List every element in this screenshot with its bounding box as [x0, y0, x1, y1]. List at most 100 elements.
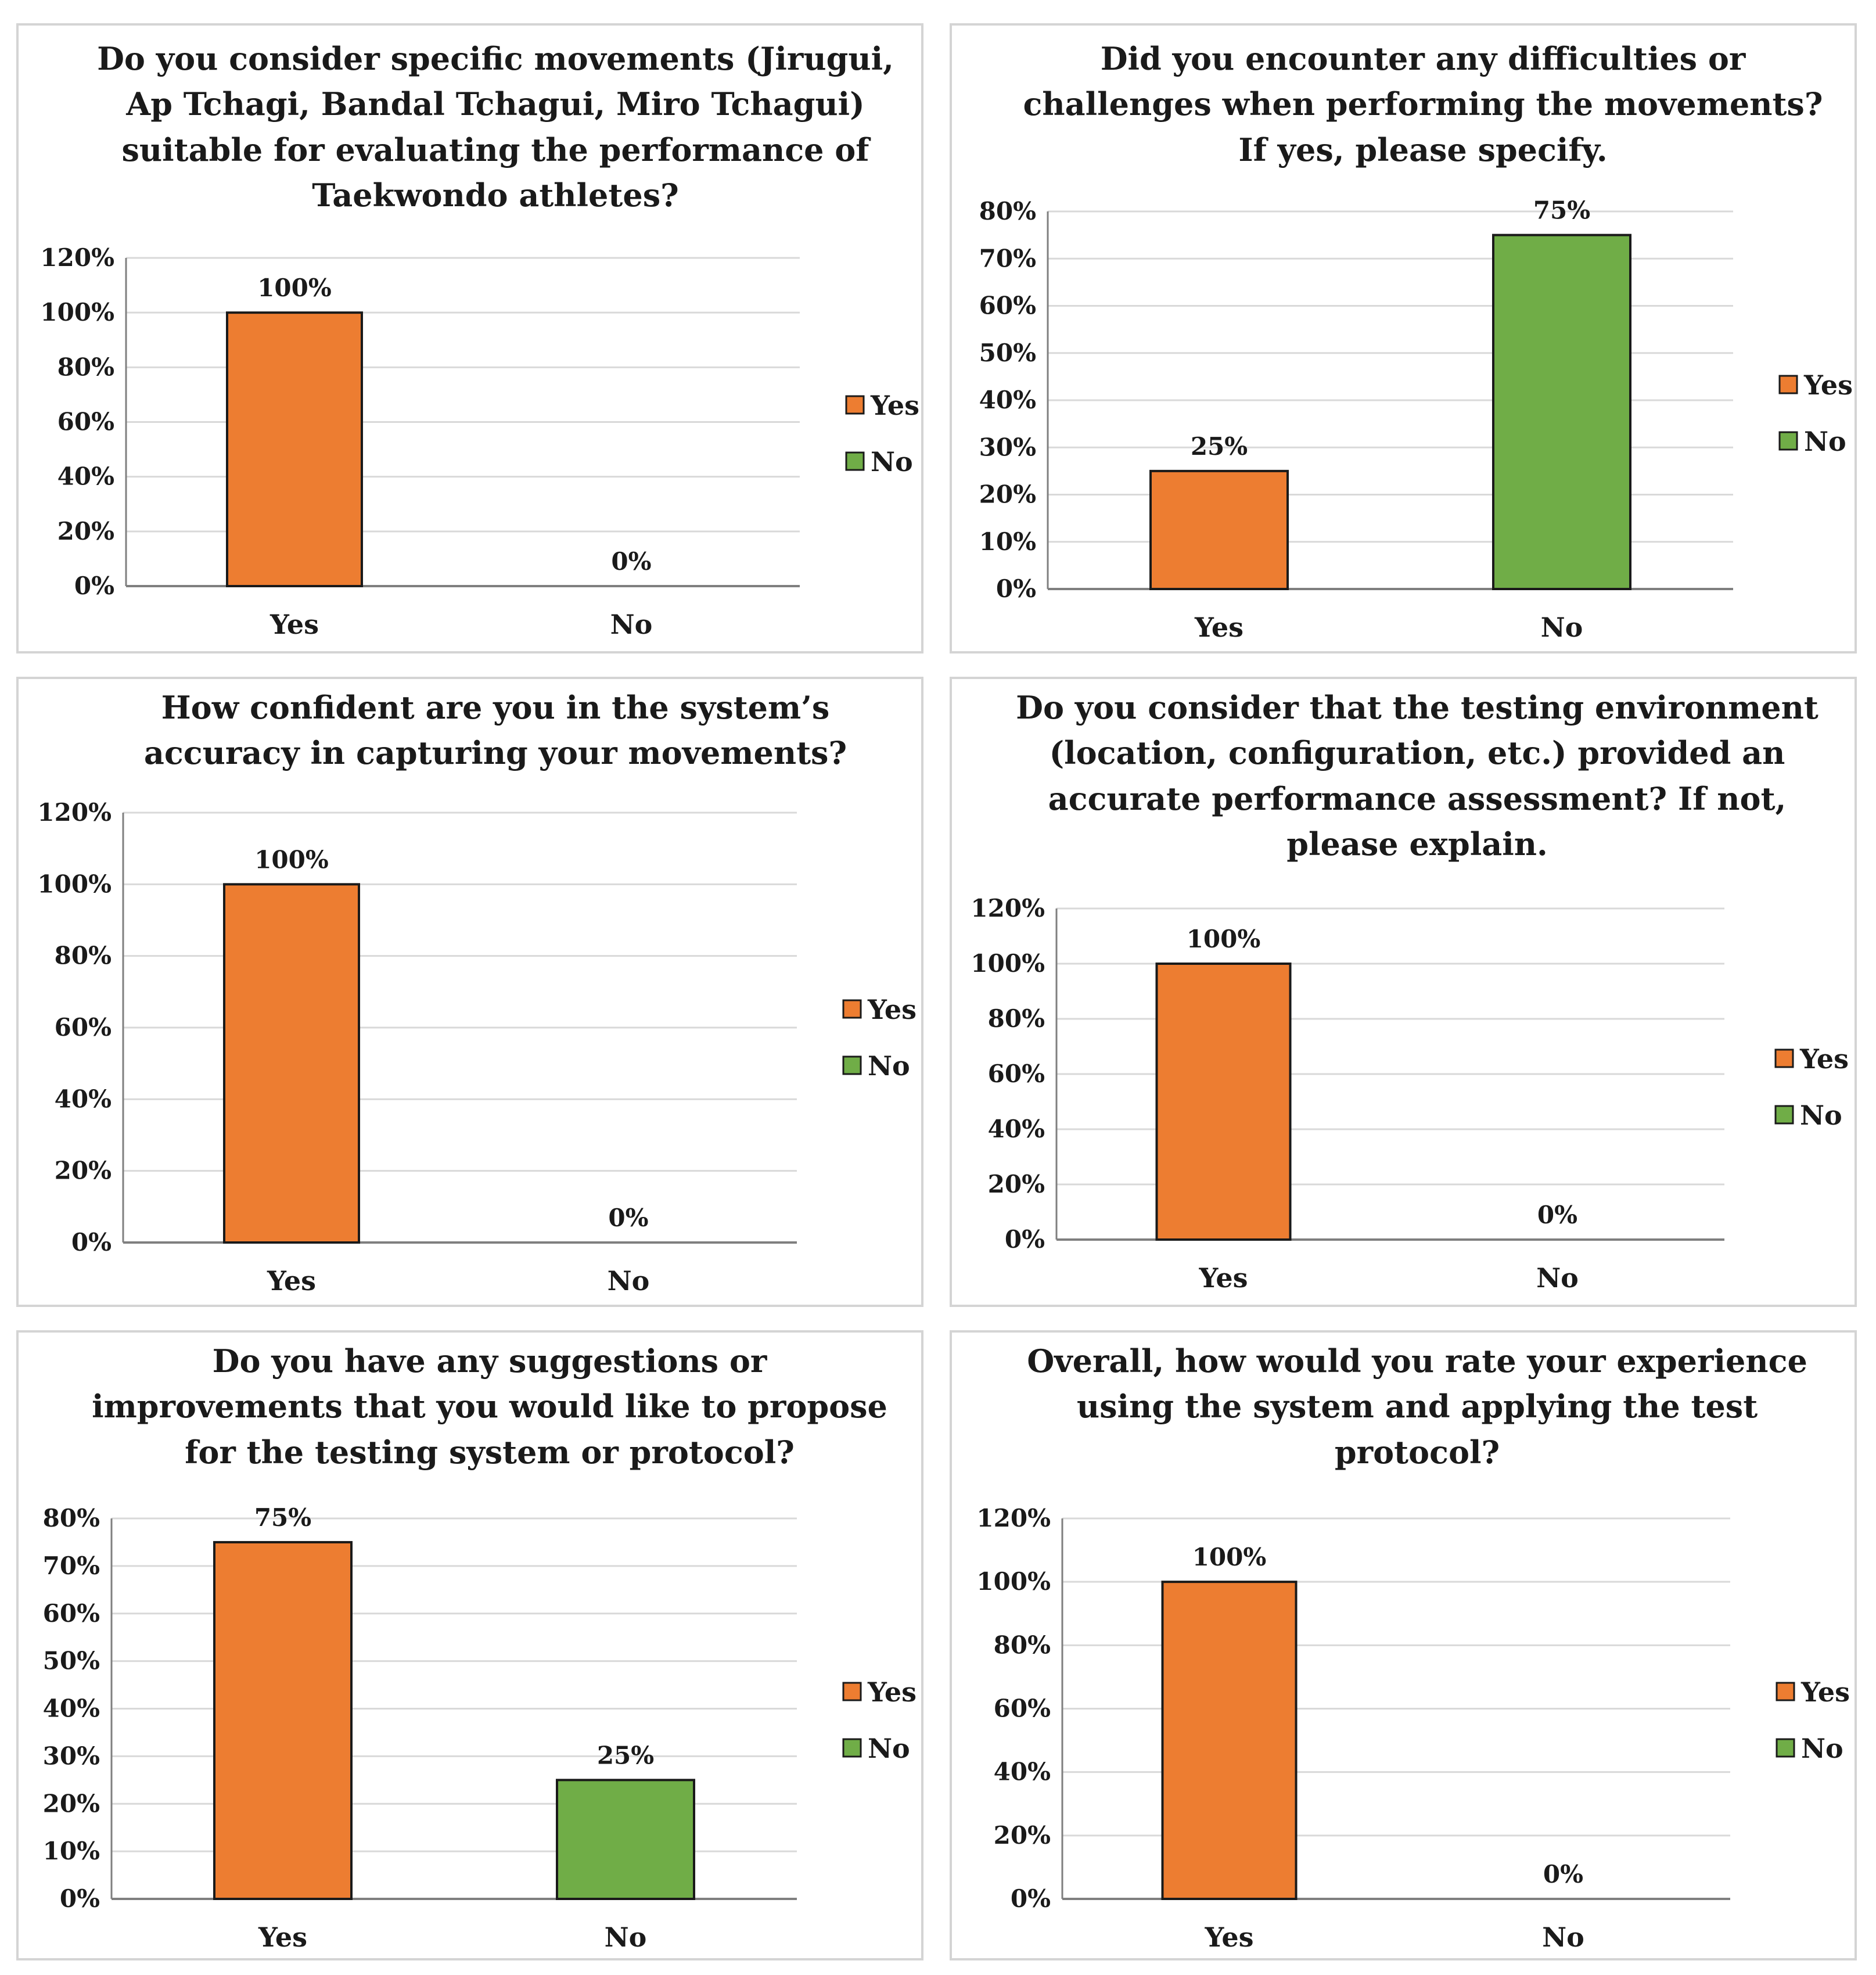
legend-swatch-no [1776, 1738, 1795, 1758]
y-tick-label: 70% [979, 244, 1036, 272]
x-tick-label: No [1541, 612, 1583, 643]
legend-swatch-yes [1776, 1682, 1795, 1701]
legend-label: No [871, 446, 913, 477]
y-tick-label: 40% [57, 462, 114, 491]
x-tick-label: No [610, 609, 653, 640]
legend-label: Yes [867, 1676, 917, 1708]
y-tick-label: 20% [55, 1157, 112, 1185]
bar-yes [1161, 1581, 1298, 1900]
y-tick-label: 40% [43, 1694, 100, 1723]
bar-yes [226, 311, 363, 587]
x-tick-label: Yes [258, 1922, 307, 1953]
y-tick-label: 100% [37, 870, 112, 898]
x-tick-label: Yes [1198, 1262, 1248, 1294]
y-tick-label: 100% [976, 1567, 1051, 1596]
y-tick-label: 0% [996, 574, 1036, 603]
y-tick-label: 80% [55, 942, 112, 970]
x-tick-label: Yes [1204, 1922, 1253, 1953]
y-tick-label: 80% [988, 1004, 1045, 1033]
y-tick-label: 80% [979, 197, 1036, 225]
chart-svg: 0% 10% 20% 30% 40% 50% 60% 70% 80% 75% Yes 25% No Yes… [43, 1503, 917, 1953]
data-label: 100% [1187, 925, 1261, 953]
chart-panel-3: How confident are you in the system’s ac… [16, 677, 923, 1307]
legend-label: Yes [1803, 369, 1853, 401]
bar-no [556, 1779, 695, 1900]
legend-swatch-no [842, 1738, 862, 1758]
y-tick-label: 20% [57, 517, 114, 545]
legend-label: Yes [1799, 1043, 1849, 1075]
y-tick-label: 40% [988, 1115, 1045, 1143]
legend-swatch-yes [845, 395, 865, 415]
legend-label: Yes [867, 994, 917, 1025]
y-tick-label: 60% [979, 292, 1036, 320]
legend-label: No [868, 1050, 910, 1082]
y-tick-label: 120% [976, 1504, 1051, 1532]
legend-label: No [1800, 1100, 1842, 1131]
data-label: 0% [1537, 1201, 1577, 1229]
y-tick-label: 120% [40, 243, 114, 272]
y-tick-label: 40% [55, 1085, 112, 1113]
chart-title: Overall, how would you rate your experie… [1027, 1342, 1807, 1471]
y-tick-label: 0% [1011, 1884, 1051, 1913]
legend-label: No [1801, 1733, 1843, 1764]
legend-swatch-no [1778, 431, 1798, 451]
y-tick-label: 80% [994, 1631, 1051, 1659]
legend-label: No [1804, 426, 1846, 457]
data-label: 25% [597, 1741, 654, 1769]
y-tick-label: 10% [979, 527, 1036, 556]
chart-title: Do you consider specific movements (Jiru… [97, 40, 894, 214]
chart-panel-4: Do you consider that the testing environ… [950, 677, 1857, 1307]
chart-panel-1: Do you consider specific movements (Jiru… [16, 23, 923, 653]
y-tick-label: 60% [988, 1060, 1045, 1088]
x-tick-label: Yes [1194, 612, 1244, 643]
y-tick-label: 40% [994, 1758, 1051, 1786]
y-tick-label: 40% [979, 386, 1036, 414]
chart-panel-5: Do you have any suggestions or improveme… [16, 1330, 923, 1960]
y-tick-label: 20% [994, 1821, 1051, 1850]
data-label: 25% [1191, 432, 1248, 461]
y-tick-label: 60% [43, 1599, 100, 1628]
chart-title: How confident are you in the system’s ac… [143, 689, 847, 772]
data-label: 75% [254, 1503, 311, 1532]
chart-svg: 0% 20% 40% 60% 80% 100% 120% 100% Yes 0% No Yes No [40, 243, 919, 640]
legend-swatch-yes [842, 1682, 862, 1701]
chart-panel-6: Overall, how would you rate your experie… [950, 1330, 1857, 1960]
data-label: 100% [254, 845, 329, 874]
legend-swatch-yes [1774, 1048, 1794, 1068]
y-tick-label: 0% [71, 1228, 112, 1256]
legend-swatch-yes [842, 999, 862, 1019]
y-tick-label: 10% [43, 1837, 100, 1865]
legend-swatch-no [842, 1055, 862, 1075]
data-label: 75% [1533, 196, 1590, 225]
y-tick-label: 0% [60, 1884, 100, 1913]
bar-yes [1149, 469, 1289, 590]
y-tick-label: 20% [43, 1789, 100, 1818]
legend-label: Yes [870, 390, 919, 421]
legend-swatch-no [1774, 1105, 1794, 1125]
x-tick-label: Yes [269, 609, 319, 640]
y-tick-label: 120% [37, 798, 112, 827]
legend-label: No [868, 1733, 910, 1764]
y-tick-label: 100% [971, 949, 1045, 978]
y-tick-label: 20% [988, 1170, 1045, 1198]
legend-swatch-yes [1778, 375, 1798, 394]
bar-yes [1155, 963, 1292, 1241]
bar-yes [213, 1541, 353, 1900]
chart-svg: 0% 20% 40% 60% 80% 100% 120% 100% Yes 0% No Yes No [37, 798, 917, 1297]
y-tick-label: 0% [1005, 1225, 1045, 1254]
legend-label: Yes [1800, 1676, 1850, 1708]
y-tick-label: 20% [979, 480, 1036, 509]
y-tick-label: 70% [43, 1552, 100, 1580]
chart-svg: 0% 20% 40% 60% 80% 100% 120% 100% Yes 0% No Yes No [976, 1504, 1850, 1953]
y-tick-label: 30% [43, 1741, 100, 1770]
y-tick-label: 60% [55, 1013, 112, 1042]
y-tick-label: 80% [43, 1504, 100, 1532]
chart-svg: 0% 20% 40% 60% 80% 100% 120% 100% Yes 0% No Yes No [971, 894, 1849, 1294]
x-tick-label: Yes [267, 1265, 316, 1297]
x-tick-label: No [1542, 1922, 1584, 1953]
data-label: 0% [608, 1204, 648, 1232]
chart-svg: 0% 10% 20% 30% 40% 50% 60% 70% 80% 25% Yes 75% No Yes… [979, 196, 1853, 643]
y-tick-label: 80% [57, 353, 114, 381]
data-label: 0% [611, 547, 651, 576]
y-tick-label: 60% [994, 1694, 1051, 1723]
